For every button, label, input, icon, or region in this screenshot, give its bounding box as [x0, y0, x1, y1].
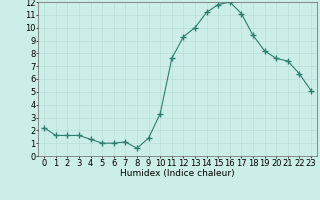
X-axis label: Humidex (Indice chaleur): Humidex (Indice chaleur): [120, 169, 235, 178]
